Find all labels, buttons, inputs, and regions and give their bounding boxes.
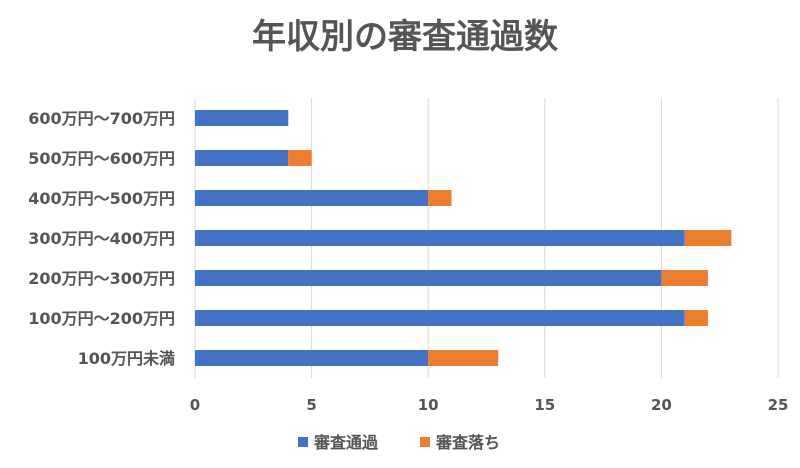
category-label: 100万円〜200万円 bbox=[28, 309, 175, 328]
category-label: 600万円〜700万円 bbox=[28, 109, 175, 128]
x-tick-label: 10 bbox=[418, 396, 439, 414]
bar-fail bbox=[428, 350, 499, 366]
category-label: 200万円〜300万円 bbox=[28, 269, 175, 288]
bar-fail bbox=[684, 310, 709, 326]
chart-title: 年収別の審査通過数 bbox=[252, 17, 558, 57]
bar-pass bbox=[195, 110, 289, 126]
legend-label: 審査通過 bbox=[313, 433, 379, 452]
legend-swatch bbox=[420, 437, 430, 447]
legend-swatch bbox=[298, 437, 308, 447]
bar-fail bbox=[428, 190, 452, 206]
legend-label: 審査落ち bbox=[435, 433, 500, 452]
x-tick-label: 20 bbox=[651, 396, 672, 414]
bar-pass bbox=[195, 230, 685, 246]
bar-fail bbox=[661, 270, 709, 286]
bar-pass bbox=[195, 150, 289, 166]
x-tick-label: 25 bbox=[768, 396, 789, 414]
category-label: 400万円〜500万円 bbox=[28, 189, 175, 208]
bar-fail bbox=[288, 150, 312, 166]
bar-fail bbox=[684, 230, 732, 246]
x-tick-labels: 0 5 10 15 20 25 bbox=[190, 396, 789, 414]
category-label: 500万円〜600万円 bbox=[28, 149, 175, 168]
category-labels: 600万円〜700万円 500万円〜600万円 400万円〜500万円 300万円〜4… bbox=[28, 109, 175, 368]
bar-pass bbox=[195, 350, 429, 366]
legend: 審査通過 審査落ち bbox=[298, 433, 500, 452]
bar-pass bbox=[195, 310, 685, 326]
category-label: 100万円未満 bbox=[78, 349, 175, 368]
bar-pass bbox=[195, 270, 662, 286]
category-label: 300万円〜400万円 bbox=[28, 229, 175, 248]
x-tick-label: 0 bbox=[190, 396, 200, 414]
bars bbox=[195, 110, 732, 366]
x-tick-label: 15 bbox=[534, 396, 555, 414]
bar-pass bbox=[195, 190, 429, 206]
x-tick-label: 5 bbox=[306, 396, 316, 414]
